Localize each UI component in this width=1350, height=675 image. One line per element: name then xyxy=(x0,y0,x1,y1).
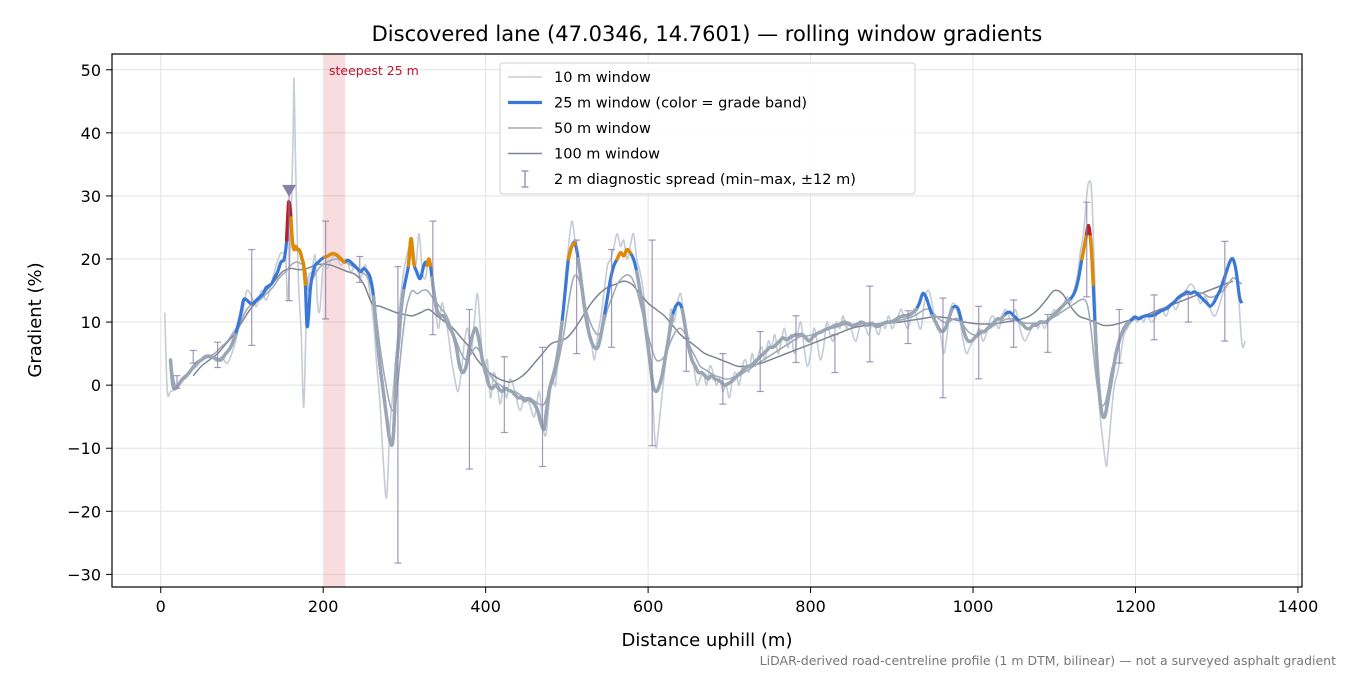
legend-label: 2 m diagnostic spread (min–max, ±12 m) xyxy=(554,172,856,188)
y-axis-label: Gradient (%) xyxy=(25,262,46,377)
series-25m-gentle-segment xyxy=(371,288,406,447)
y-tick-label: −10 xyxy=(67,439,101,458)
legend-label: 100 m window xyxy=(554,147,660,163)
steepest-span-band xyxy=(324,54,346,587)
steepest-marker xyxy=(282,184,297,197)
steepest-label: steepest 25 m xyxy=(329,63,419,78)
x-axis-label: Distance uphill (m) xyxy=(622,630,793,651)
x-tick-label: 1200 xyxy=(1115,597,1156,616)
series-25m-steep-segment xyxy=(425,257,433,268)
series-25m-gentle-segment xyxy=(635,269,675,394)
legend-label: 50 m window xyxy=(554,121,651,137)
series-25m-gentle-segment xyxy=(930,307,954,334)
y-tick-label: 20 xyxy=(81,250,101,269)
plot-area: steepest 25 m0 200 400 600 800 1000 1200 1400−3… xyxy=(67,53,1319,616)
series-25m-gentle-segment xyxy=(430,276,564,432)
y-tick-label: −30 xyxy=(67,565,101,584)
x-tick-label: 1400 xyxy=(1278,597,1319,616)
series-group xyxy=(164,77,1246,564)
x-tick-label: 600 xyxy=(633,597,664,616)
series-25m-gentle-segment xyxy=(1093,320,1131,420)
series-25m-gentle-segment xyxy=(576,257,606,351)
y-tick-label: 40 xyxy=(81,124,101,143)
y-tick-label: 30 xyxy=(81,187,101,206)
chart-title: Discovered lane (47.0346, 14.7601) — rol… xyxy=(372,22,1043,46)
legend-label: 25 m window (color = grade band) xyxy=(554,96,807,112)
footnote: LiDAR-derived road-centreline profile (1… xyxy=(760,653,1336,668)
legend: 10 m window 25 m window (color = grade ba… xyxy=(499,62,916,195)
series-25m-steep-segment xyxy=(566,241,577,261)
y-tick-label: 0 xyxy=(91,376,101,395)
series-25m-steep-segment xyxy=(323,252,347,264)
axes-frame xyxy=(111,53,1303,588)
y-tick-label: 10 xyxy=(81,313,101,332)
x-tick-label: 400 xyxy=(470,597,501,616)
y-tick-label: −20 xyxy=(67,502,101,521)
legend-box xyxy=(499,62,916,195)
x-tick-label: 0 xyxy=(156,597,166,616)
series-25m-steep-segment xyxy=(615,247,632,261)
x-tick-label: 800 xyxy=(795,597,826,616)
diagnostic-spread-errorbars xyxy=(173,187,1229,564)
series-25m-steep-segment xyxy=(406,236,416,268)
y-tick-label: 50 xyxy=(81,61,101,80)
series-25m-gentle-segment xyxy=(680,307,918,387)
x-tick-label: 1000 xyxy=(953,597,994,616)
series-25m-gentle-segment xyxy=(959,314,1006,344)
series-25m-gentle-segment xyxy=(1018,298,1071,331)
series-100m-line xyxy=(192,263,1234,383)
x-tick-label: 200 xyxy=(308,597,339,616)
legend-label: 10 m window xyxy=(554,70,651,86)
